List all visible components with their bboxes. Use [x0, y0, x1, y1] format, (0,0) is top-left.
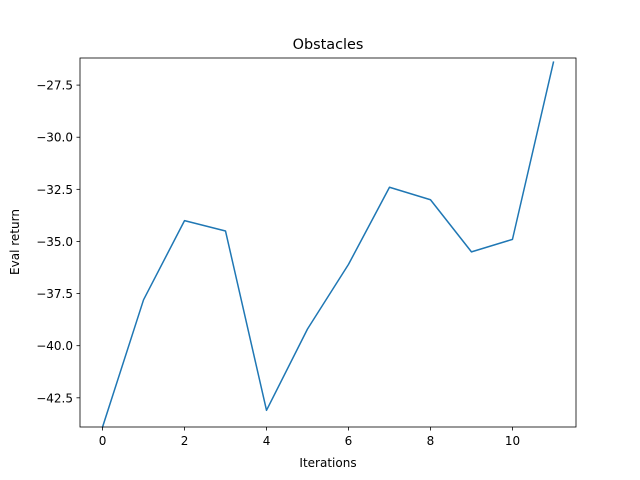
y-axis-label: Eval return — [8, 209, 22, 275]
x-tick-label: 8 — [427, 434, 435, 448]
series-line-0 — [101, 61, 555, 428]
plot-area: 0 2 4 6 8 10 −42.5 −40.0 −37.5 −35.0 −32.5 −30.0 −27… — [36, 57, 577, 448]
x-tick-label: 10 — [505, 434, 520, 448]
x-axis-label: Iterations — [299, 456, 356, 470]
axes-frame — [79, 57, 577, 428]
y-tick-label: −42.5 — [36, 391, 73, 405]
y-tick-label: −32.5 — [36, 183, 73, 197]
y-tick-label: −37.5 — [36, 287, 73, 301]
y-tick-label: −27.5 — [36, 79, 73, 93]
x-tick-label: 0 — [99, 434, 107, 448]
y-tick-label: −30.0 — [36, 131, 73, 145]
x-tick-label: 6 — [345, 434, 353, 448]
x-tick-label: 4 — [263, 434, 271, 448]
y-tick-label: −40.0 — [36, 339, 73, 353]
chart-title: Obstacles — [293, 37, 364, 53]
x-tick-label: 2 — [181, 434, 189, 448]
y-tick-label: −35.0 — [36, 235, 73, 249]
